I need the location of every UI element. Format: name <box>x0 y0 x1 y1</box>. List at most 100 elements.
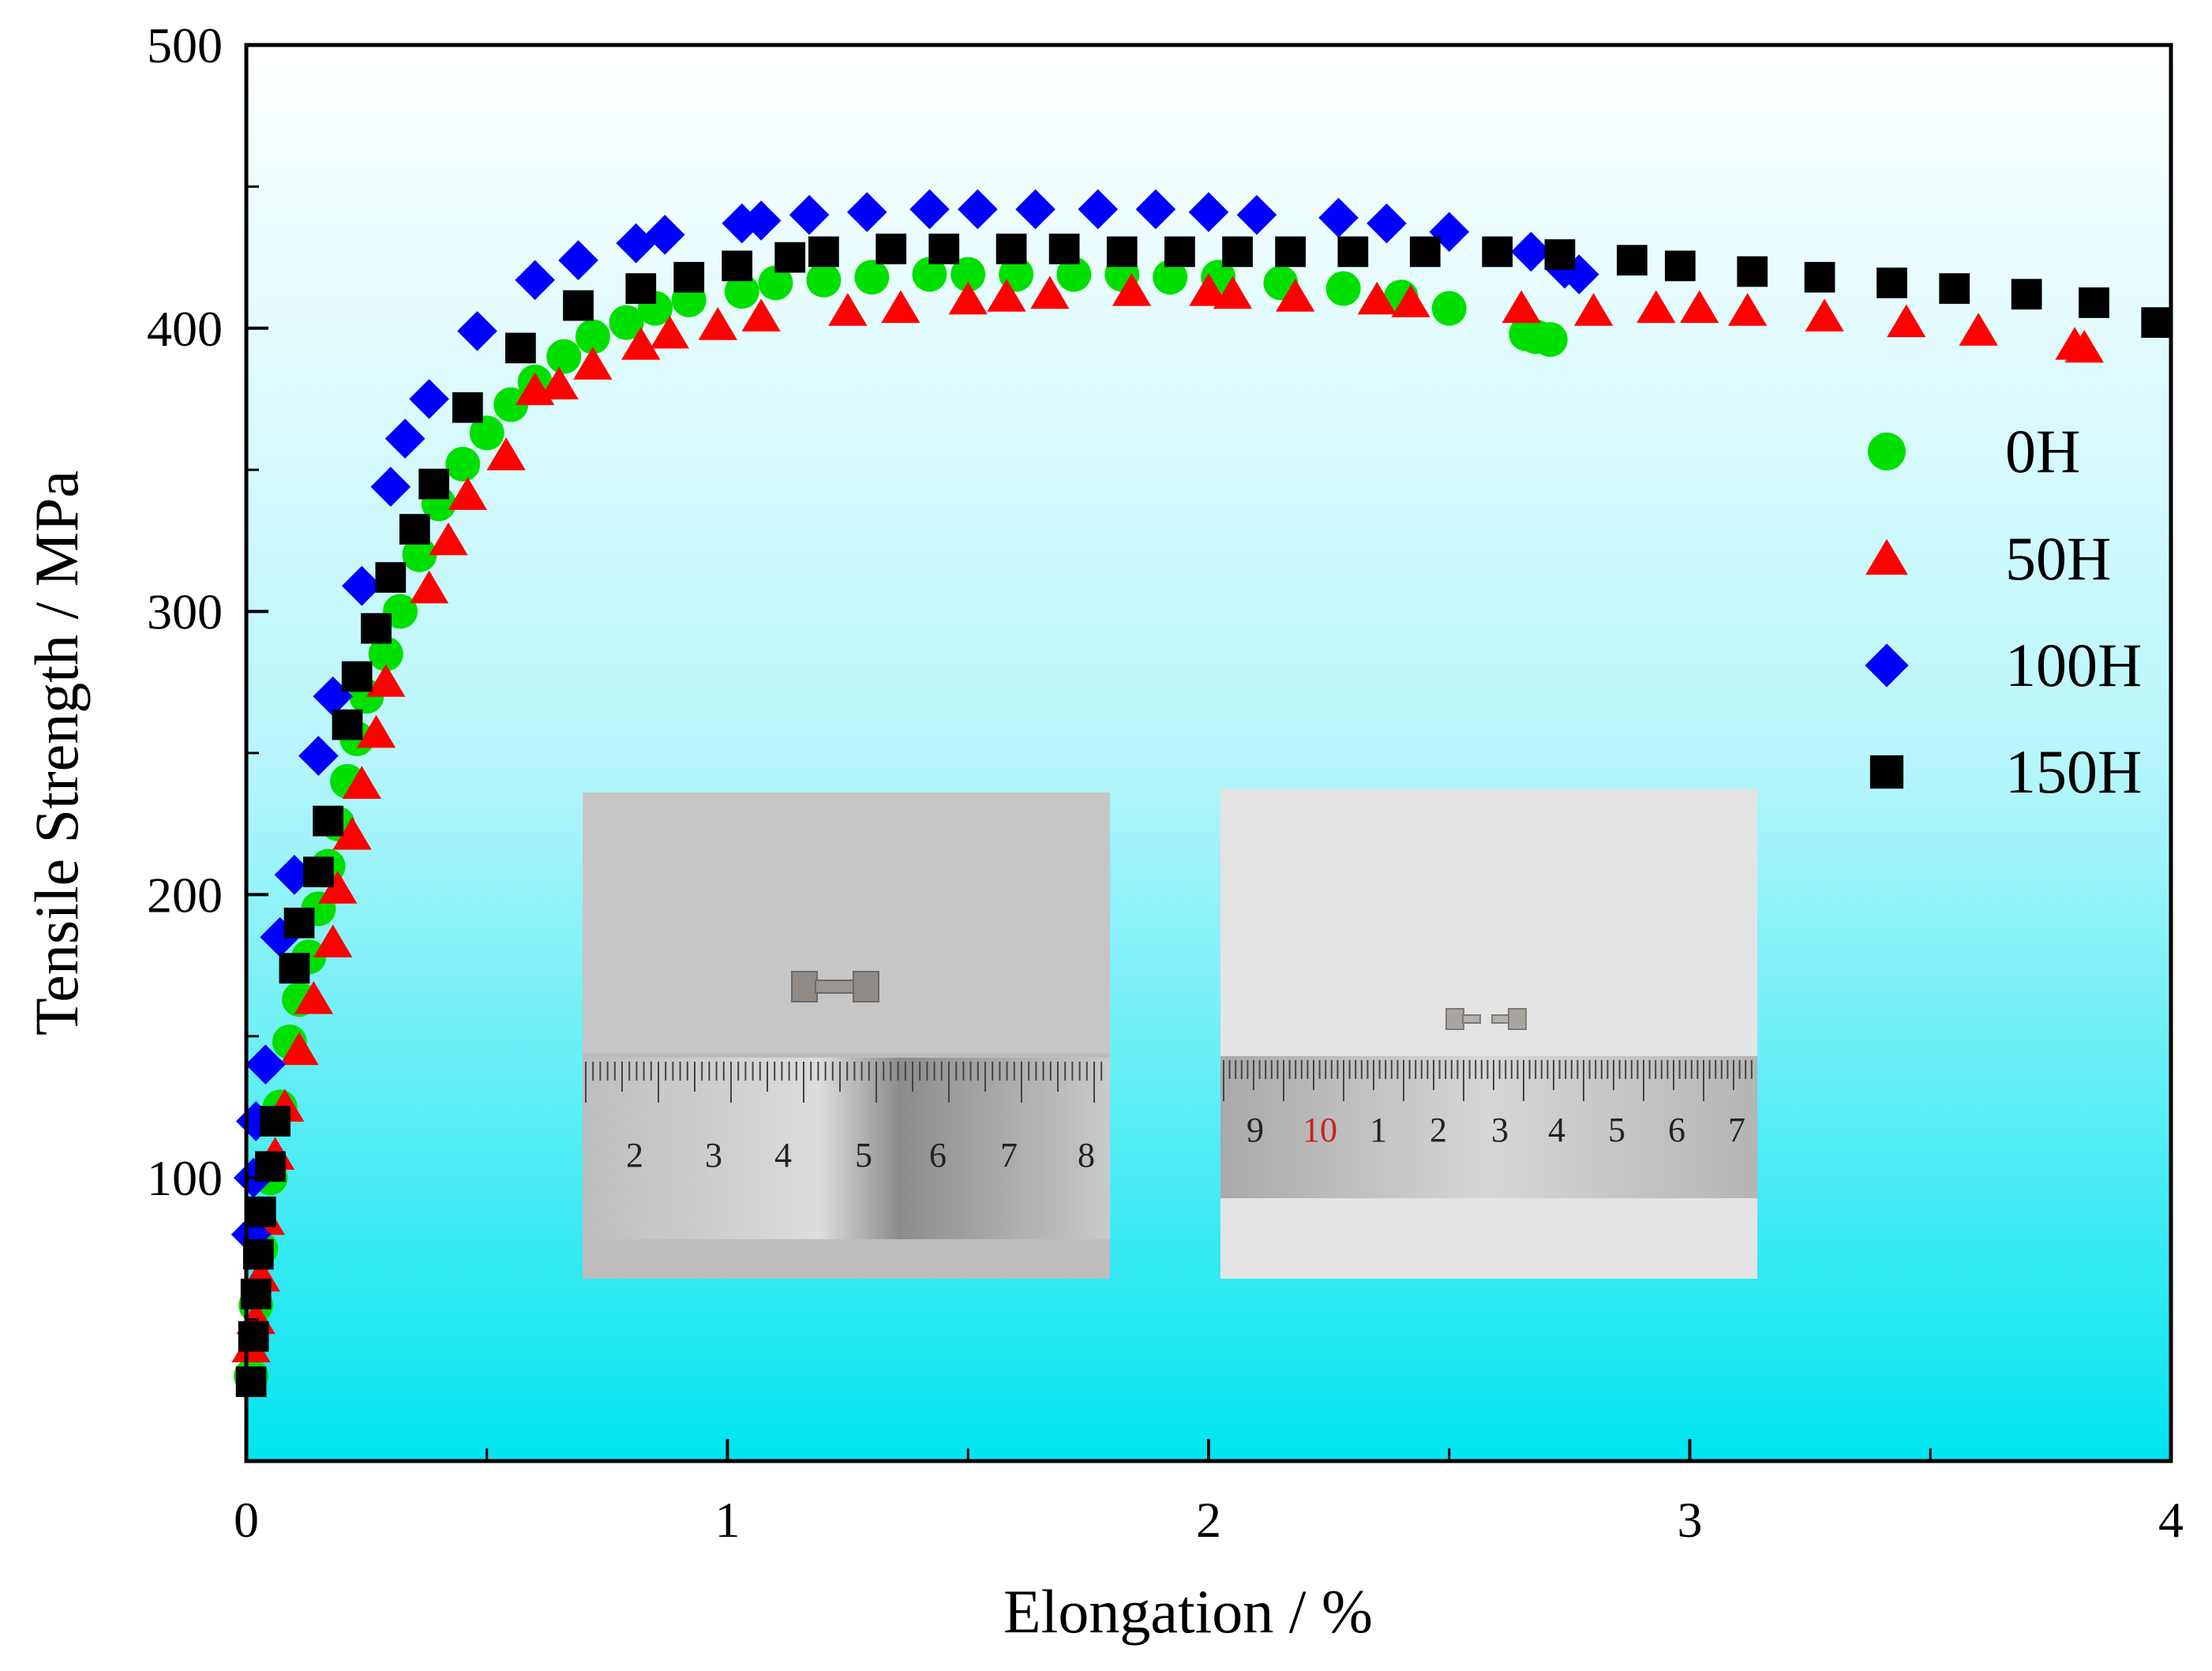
data-point-50h <box>342 766 381 799</box>
data-point-150h <box>1275 236 1306 268</box>
data-point-150h <box>774 242 806 273</box>
data-point-50h <box>1357 281 1397 315</box>
data-point-50h <box>1728 293 1768 326</box>
data-point-150h <box>2079 287 2109 318</box>
data-point-150h <box>1048 233 1080 264</box>
data-point-150h <box>361 613 392 644</box>
data-point-50h <box>1959 313 1998 346</box>
data-point-150h <box>1939 273 1970 304</box>
data-point-100h <box>1015 189 1055 230</box>
data-point-50h <box>573 347 613 380</box>
data-point-150h <box>452 392 483 423</box>
data-point-150h <box>399 514 430 545</box>
data-point-100h <box>789 194 830 235</box>
data-point-100h <box>1078 189 1119 230</box>
data-point-150h <box>1617 245 1648 276</box>
data-point-150h <box>375 562 407 593</box>
data-point-100h <box>1236 194 1277 235</box>
data-point-50h <box>356 714 396 748</box>
data-point-50h <box>313 924 353 957</box>
data-point-50h <box>539 366 579 400</box>
legend-marker-100h <box>1865 643 1909 688</box>
data-point-150h <box>418 468 450 500</box>
data-point-150h <box>332 709 363 740</box>
data-point-150h <box>808 236 839 268</box>
data-point-50h <box>318 871 358 904</box>
data-point-100h <box>246 1044 286 1085</box>
data-point-50h <box>881 290 920 324</box>
data-point-50h <box>1213 275 1253 309</box>
data-point-100h <box>558 240 598 280</box>
legend-label-150h: 150H <box>2005 737 2142 806</box>
data-point-100h <box>740 200 782 241</box>
data-point-100h <box>384 418 426 459</box>
ruler-label: 2 <box>626 1136 643 1175</box>
data-point-150h <box>260 1106 291 1137</box>
specimen-fractured-icon <box>1445 1008 1527 1030</box>
data-point-100h <box>298 736 339 776</box>
x-tick-label: 3 <box>1678 1492 1703 1548</box>
data-point-0h <box>493 387 529 422</box>
data-point-100h <box>722 203 763 244</box>
data-point-0h <box>469 415 504 451</box>
data-point-50h <box>1189 273 1228 306</box>
data-point-100h <box>1188 192 1229 232</box>
data-point-0h <box>575 319 610 354</box>
data-point-150h <box>1337 236 1369 268</box>
data-point-150h <box>722 250 753 282</box>
data-point-0h <box>402 537 437 572</box>
data-point-100h <box>846 192 887 232</box>
data-point-150h <box>313 805 343 837</box>
series-150h <box>235 233 2173 1397</box>
data-point-0h <box>854 260 890 295</box>
data-point-50h <box>1276 279 1315 312</box>
data-point-50h <box>486 437 526 470</box>
data-point-0h <box>912 257 947 292</box>
x-tick-label: 0 <box>234 1492 259 1548</box>
data-point-50h <box>741 298 781 332</box>
ruler-label: 2 <box>1430 1111 1447 1149</box>
data-point-50h <box>948 281 988 315</box>
data-point-50h <box>279 1032 319 1066</box>
x-tick-label: 1 <box>715 1492 740 1548</box>
data-point-150h <box>283 907 315 939</box>
data-point-50h <box>1573 293 1614 326</box>
data-point-100h <box>1367 203 1407 244</box>
data-point-0h <box>609 305 644 340</box>
ruler-label: 4 <box>774 1136 792 1175</box>
data-point-150h <box>1222 236 1253 268</box>
ruler-label: 7 <box>1000 1136 1018 1175</box>
data-point-0h <box>546 339 582 374</box>
ruler-label: 3 <box>1491 1111 1509 1149</box>
data-point-50h <box>698 307 737 340</box>
data-point-150h <box>2141 307 2173 338</box>
ruler-label: 6 <box>1668 1111 1685 1149</box>
data-point-150h <box>2011 279 2042 310</box>
legend: 0H 50H 100H 150H <box>1865 417 2142 806</box>
data-point-50h <box>1680 290 1719 324</box>
data-point-50h <box>332 816 372 850</box>
y-tick-label: 300 <box>147 584 223 640</box>
data-point-50h <box>448 477 488 510</box>
data-point-50h <box>409 570 449 604</box>
data-point-100h <box>1135 189 1176 230</box>
data-point-150h <box>1737 256 1768 287</box>
x-tick-label: 4 <box>2158 1492 2184 1548</box>
data-point-150h <box>1106 236 1138 268</box>
data-point-150h <box>1482 236 1513 268</box>
data-point-150h <box>1544 239 1576 270</box>
data-point-50h <box>429 522 468 556</box>
ruler-label: 7 <box>1728 1111 1745 1149</box>
data-point-50h <box>1112 273 1152 306</box>
data-point-100h <box>958 189 998 230</box>
data-point-150h <box>279 953 310 984</box>
data-point-150h <box>875 233 907 264</box>
specimen-photo-before: 2 3 4 5 6 7 8 <box>583 792 1110 1279</box>
data-point-150h <box>563 290 594 321</box>
data-point-0h <box>383 594 418 629</box>
data-point-150h <box>928 233 960 264</box>
data-point-0h <box>724 274 759 309</box>
data-point-100h <box>370 466 411 508</box>
